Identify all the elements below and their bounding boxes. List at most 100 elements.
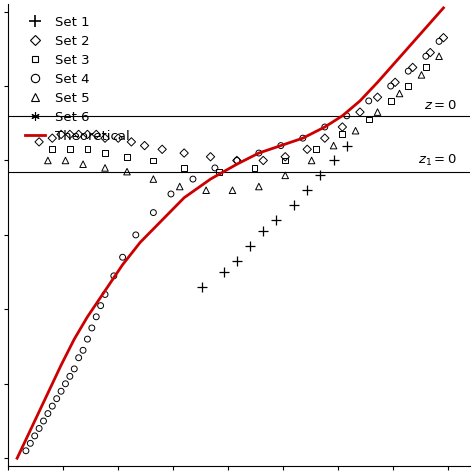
Point [409,64,417,71]
Point [418,71,425,79]
Point [343,142,351,149]
Point [303,186,311,194]
Point [387,97,394,105]
Point [343,164,351,172]
Point [312,146,320,153]
Point [62,380,69,388]
Point [216,168,223,175]
Point [101,291,109,298]
Point [422,105,429,112]
Point [150,175,157,183]
Point [422,53,429,60]
Point [251,164,258,172]
Point [338,123,346,131]
Point [246,242,254,250]
Point [40,417,47,425]
Point [233,157,241,164]
Point [427,49,434,56]
Point [290,201,298,209]
Point [180,149,188,157]
Point [356,108,364,116]
Point [343,112,351,119]
Point [101,149,109,157]
Point [299,134,307,142]
Point [435,53,443,60]
Point [119,254,127,261]
Point [66,373,73,380]
Point [330,142,337,149]
Point [259,157,267,164]
Point [141,142,148,149]
Point [321,123,328,131]
Point [207,153,214,161]
Point [259,228,267,235]
Point [387,82,394,90]
Point [435,90,443,97]
Point [282,172,289,179]
Point [83,146,91,153]
Point [31,432,38,440]
Point [255,149,263,157]
Point [132,231,139,239]
Point [57,131,65,138]
Point [273,216,280,224]
Point [255,183,263,191]
Point [176,183,183,191]
Point [374,93,381,101]
Point [44,410,52,417]
Point [150,157,157,164]
Point [79,346,87,354]
Point [435,37,443,45]
Point [35,138,43,146]
Point [92,131,100,138]
Point [66,131,73,138]
Point [365,149,373,157]
Point [101,134,109,142]
Point [44,157,52,164]
Point [365,116,373,123]
Point [374,108,381,116]
Point [198,283,206,291]
Point [282,153,289,161]
Point [365,97,373,105]
Point [303,146,311,153]
Point [83,335,91,343]
Point [48,146,56,153]
Point [22,447,30,455]
Point [128,138,135,146]
Point [35,425,43,432]
Point [321,134,328,142]
Point [338,131,346,138]
Point [158,146,166,153]
Point [123,153,131,161]
Point [71,365,78,373]
Point [101,164,109,172]
Point [110,272,118,280]
Point [88,324,96,332]
Point [48,402,56,410]
Point [321,179,328,187]
Point [352,127,359,135]
Point [66,146,73,153]
Point [202,186,210,194]
Point [189,175,197,183]
Point [167,190,175,198]
Text: $z = 0$: $z = 0$ [424,99,456,112]
Point [392,79,399,86]
Point [92,313,100,320]
Point [114,134,122,142]
Point [83,131,91,138]
Point [317,172,324,179]
Point [97,302,104,310]
Point [48,134,56,142]
Point [404,119,412,127]
Point [233,257,241,265]
Point [180,164,188,172]
Point [123,168,131,175]
Point [53,395,61,402]
Point [233,157,241,164]
Point [57,387,65,395]
Point [75,131,82,138]
Point [440,34,447,41]
Text: $z_1 = 0$: $z_1 = 0$ [418,153,456,168]
